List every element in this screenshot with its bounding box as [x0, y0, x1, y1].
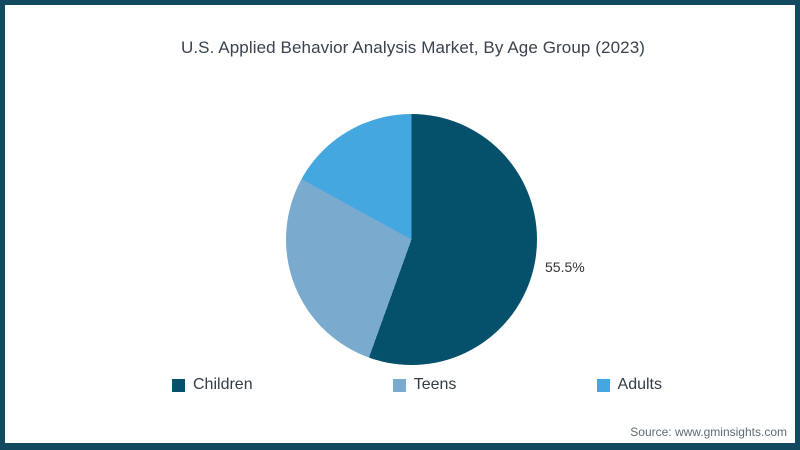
legend-marker-teens-icon [392, 378, 406, 392]
legend-item-adults: Adults [596, 376, 662, 394]
legend-item-teens: Teens [392, 376, 457, 394]
chart-title: U.S. Applied Behavior Analysis Market, B… [180, 38, 646, 57]
source-note: Source: www.gminsights.com [630, 425, 787, 439]
legend: Children Teens Adults [172, 376, 662, 394]
slice-label-children: 55.5% [545, 259, 585, 275]
legend-label-adults: Adults [617, 376, 662, 393]
legend-marker-children-icon [172, 378, 185, 392]
pie-chart [286, 114, 537, 365]
legend-label-teens: Teens [413, 376, 457, 393]
legend-item-children: Children [172, 376, 253, 394]
legend-marker-adults-icon [596, 378, 610, 392]
legend-label-children: Children [193, 376, 253, 393]
